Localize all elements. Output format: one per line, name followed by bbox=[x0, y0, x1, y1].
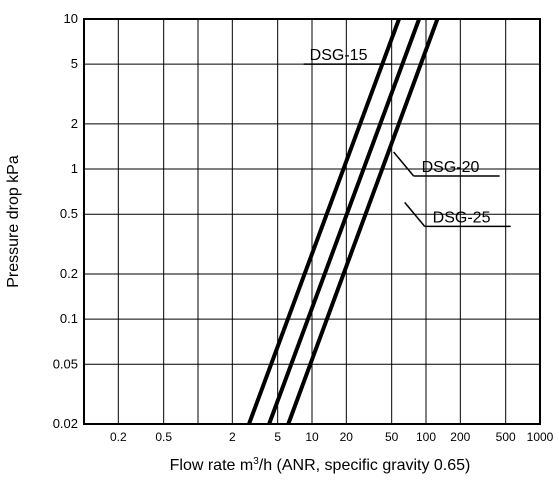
x-tick-label: 20 bbox=[340, 430, 354, 444]
x-axis-label-post: /h (ANR, specific gravity 0.65) bbox=[259, 457, 471, 474]
y-tick-label: 0.5 bbox=[60, 206, 78, 221]
series-line-dsg-15 bbox=[247, 18, 401, 425]
x-tick-label: 200 bbox=[450, 430, 470, 444]
series-lines bbox=[247, 18, 440, 425]
y-tick-label: 2 bbox=[71, 116, 78, 131]
annotation-dsg-15: DSG-15 bbox=[303, 47, 392, 65]
y-tick-label: 0.2 bbox=[60, 266, 78, 281]
y-tick-label: 0.1 bbox=[60, 311, 78, 326]
y-tick-labels: 0.02 0.05 0.1 0.2 0.5 1 2 5 10 bbox=[53, 11, 78, 431]
plot-frame bbox=[83, 18, 541, 425]
series-annotations: DSG-15 DSG-20 DSG-25 bbox=[303, 47, 511, 228]
x-tick-label: 5 bbox=[274, 430, 281, 444]
annotation-label: DSG-15 bbox=[310, 47, 368, 64]
x-axis-label-sup: 3 bbox=[253, 456, 259, 467]
annotation-leader bbox=[404, 201, 426, 227]
y-tick-label: 5 bbox=[71, 56, 78, 71]
x-tick-label: 0.5 bbox=[155, 430, 172, 444]
x-tick-label: 500 bbox=[496, 430, 516, 444]
x-axis-label: Flow rate m3/h (ANR, specific gravity 0.… bbox=[170, 456, 471, 474]
y-tick-label: 0.02 bbox=[53, 416, 78, 431]
y-tick-label: 1 bbox=[71, 161, 78, 176]
annotation-label: DSG-20 bbox=[422, 159, 480, 176]
annotation-label: DSG-25 bbox=[433, 209, 491, 226]
annotation-dsg-20: DSG-20 bbox=[393, 151, 500, 177]
series-line-dsg-25 bbox=[286, 18, 440, 425]
x-tick-label: 2 bbox=[229, 430, 236, 444]
x-tick-labels: 0.2 0.5 2 5 10 20 50 100 200 500 1000 bbox=[110, 430, 554, 444]
series-line-dsg-20 bbox=[267, 18, 421, 425]
y-tick-label: 0.05 bbox=[53, 356, 78, 371]
annotation-dsg-25: DSG-25 bbox=[404, 201, 511, 228]
x-tick-label: 1000 bbox=[527, 430, 554, 444]
x-tick-label: 50 bbox=[385, 430, 399, 444]
x-tick-label: 10 bbox=[305, 430, 319, 444]
x-axis-label-pre: Flow rate m bbox=[170, 457, 254, 474]
x-tick-label: 100 bbox=[416, 430, 436, 444]
y-tick-label: 10 bbox=[64, 11, 78, 26]
x-tick-label: 0.2 bbox=[110, 430, 127, 444]
annotation-leader bbox=[393, 151, 415, 177]
y-axis-label: Pressure drop kPa bbox=[5, 155, 22, 288]
